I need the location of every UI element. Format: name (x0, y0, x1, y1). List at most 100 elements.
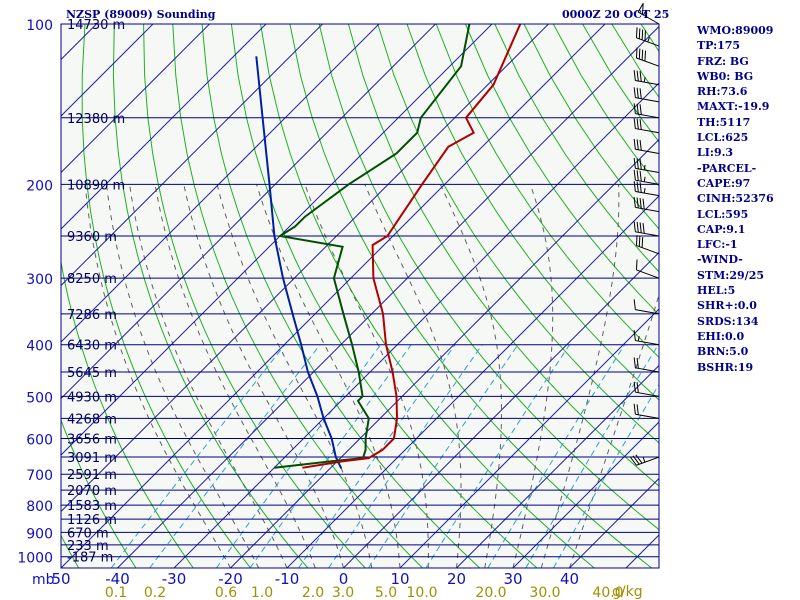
wind-barb-feather (638, 236, 641, 247)
height-labels: 14730 m 12380 m 10890 m 9360 m 8250 m 7286 m 6… (67, 18, 125, 566)
wind-barb-feather (633, 357, 636, 368)
wind-barb-feather (636, 170, 639, 181)
dry-adiabat-line (112, 24, 309, 568)
wind-barb (633, 103, 660, 119)
height-label: 2591 m (67, 468, 117, 483)
isotherm-line (61, 24, 323, 287)
wind-barb (633, 197, 660, 213)
dry-adiabat-line (81, 24, 251, 568)
station-title: NZSP (89009) Sounding (66, 8, 216, 21)
wind-barb-feather (639, 222, 642, 233)
wind-barb (633, 157, 660, 173)
index-line: EHI:0.0 (697, 329, 745, 343)
dry-adiabat-line (61, 418, 137, 568)
wind-barb (633, 118, 660, 134)
index-line: LFC:-1 (697, 238, 738, 252)
wind-barb-feather (641, 237, 644, 248)
wind-barb-feather (633, 221, 636, 232)
height-label: 5645 m (67, 366, 117, 381)
isotherm-line (343, 251, 659, 568)
wind-barb (633, 169, 660, 185)
wind-barb-staff (635, 413, 660, 419)
pressure-tick-label: 200 (26, 178, 53, 194)
dry-adiabat-line (61, 259, 194, 568)
height-label: 6430 m (67, 339, 117, 354)
pressure-tick-label: 600 (26, 433, 53, 449)
wind-barb (633, 221, 660, 237)
parcel-path-line (255, 56, 343, 469)
dry-adiabat-line (465, 24, 659, 316)
dry-adiabats (61, 24, 659, 568)
wind-barb-feather (633, 87, 636, 98)
index-line: FRZ: BG (697, 54, 749, 68)
isotherm-line (61, 24, 267, 230)
wind-barb-feather (633, 330, 636, 341)
index-line: -WIND- (697, 253, 743, 267)
height-label: 12380 m (67, 112, 125, 127)
index-line: LCL:625 (697, 131, 749, 145)
height-label: 3656 m (67, 433, 117, 448)
height-label: 4930 m (67, 390, 117, 405)
wind-barb-feather (633, 299, 636, 310)
temperature-tick-label: 0 (339, 570, 349, 588)
isotherm-line (512, 421, 659, 568)
wind-barb-feather (639, 119, 642, 130)
plot-frame (60, 23, 660, 569)
wind-barb-feather (633, 181, 636, 192)
wind-barb (635, 27, 660, 47)
wind-barb-staff (636, 245, 660, 255)
index-line: RH:73.6 (697, 85, 748, 99)
temperature-tick-label: 10 (390, 570, 409, 588)
index-line: TP:175 (697, 39, 741, 53)
mixing-ratio-line (215, 344, 382, 568)
wind-barb-feather (633, 157, 636, 169)
wind-barb (633, 381, 660, 397)
wind-barb-half-feather (643, 164, 646, 170)
moist-adiabat-line (569, 293, 659, 568)
mixing-ratio-line (149, 344, 321, 568)
wind-barb-feather (641, 49, 644, 61)
height-label: 10890 m (67, 178, 125, 193)
dry-adiabat-line (494, 24, 659, 273)
wind-barb-feather (635, 27, 638, 38)
wind-barb (633, 87, 660, 103)
wind-barb-staff (635, 367, 660, 373)
wind-barb (633, 138, 660, 154)
moist-adiabat-line (512, 184, 554, 568)
wind-barb-feather (629, 456, 637, 466)
wind-barb-feather (633, 103, 636, 114)
dry-adiabat-line (230, 24, 538, 568)
wind-barb-feather (641, 29, 644, 40)
wind-barb-feather (633, 197, 636, 208)
wind-barb-feather (639, 182, 642, 193)
wind-barb-staff (635, 231, 660, 237)
height-label: 1583 m (67, 499, 117, 514)
pressure-axis: 100 200 300 400 500 600 700 800 900 1000 (17, 18, 53, 567)
wind-barb-feather (636, 87, 639, 99)
height-label: 1126 m (67, 513, 117, 528)
moist-adiabat-line (304, 184, 429, 568)
index-line: CAPE:97 (697, 176, 751, 190)
temperature-tick-label: 20 (447, 570, 466, 588)
height-label: 4268 m (67, 412, 117, 427)
pressure-tick-label: 1000 (17, 551, 53, 567)
wind-barb-feather (639, 104, 642, 115)
isotherm-line (61, 24, 549, 513)
wind-barb-feather (636, 404, 639, 415)
moist-adiabat-line (540, 184, 620, 568)
wind-barb-staff (636, 269, 660, 279)
wind-barb-feather (635, 47, 638, 59)
height-label: 8250 m (67, 272, 117, 287)
isotherms (61, 24, 659, 568)
temperature-tick-label: 50 (51, 570, 70, 588)
wind-barb-feather (644, 30, 647, 41)
wind-barb-feather (639, 198, 642, 209)
wind-barb-staff (635, 80, 660, 86)
wind-barb-feather (644, 50, 647, 62)
mixing-ratio-line (328, 344, 483, 568)
wind-barb-flag (637, 3, 644, 16)
wind-barb-staff (635, 179, 660, 185)
index-line: SHR+:0.0 (697, 299, 757, 313)
index-line: -PARCEL- (697, 161, 757, 175)
